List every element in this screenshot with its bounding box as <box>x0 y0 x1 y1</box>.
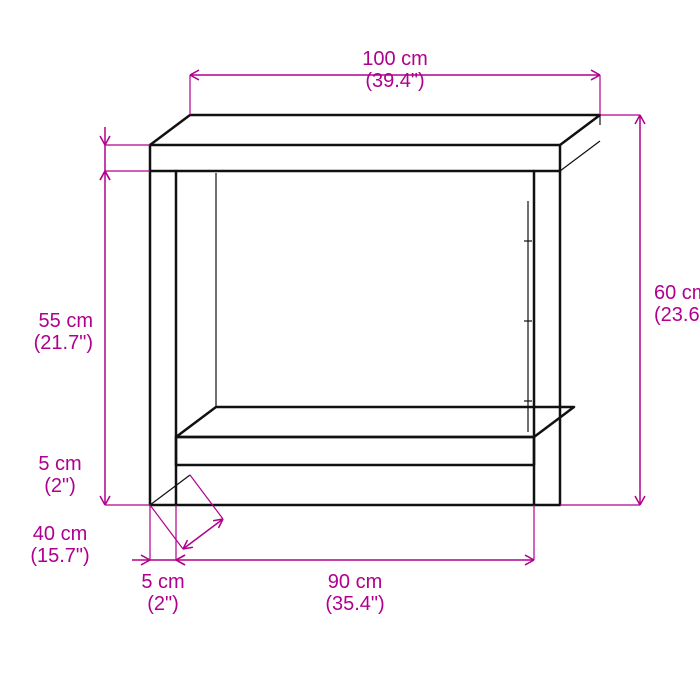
dim-bottom-inset-imperial: (2") <box>147 593 179 615</box>
dim-bottom-inset-metric: 5 cm <box>141 571 184 593</box>
dim-bottom-inner-imperial: (35.4") <box>325 593 384 615</box>
svg-text:55 cm: 55 cm <box>39 310 93 332</box>
dim-depth-imperial: (15.7") <box>30 545 89 567</box>
dim-depth-metric: 40 cm <box>33 523 87 545</box>
dim-left-gap-imperial: (2") <box>44 475 76 497</box>
svg-text:(21.7"): (21.7") <box>34 332 93 354</box>
dim-bottom-inner-metric: 90 cm <box>328 571 382 593</box>
furniture-dimension-diagram: 100 cm(39.4") 60 cm(23.6") 55 cm(21.7") 5 c… <box>0 0 700 700</box>
dim-left-gap-metric: 5 cm <box>38 453 81 475</box>
dim-top-width: (39.4") <box>365 70 424 92</box>
svg-text:100 cm: 100 cm <box>362 48 428 70</box>
svg-text:(23.6"): (23.6") <box>654 304 700 326</box>
svg-text:60 cm: 60 cm <box>654 282 700 304</box>
